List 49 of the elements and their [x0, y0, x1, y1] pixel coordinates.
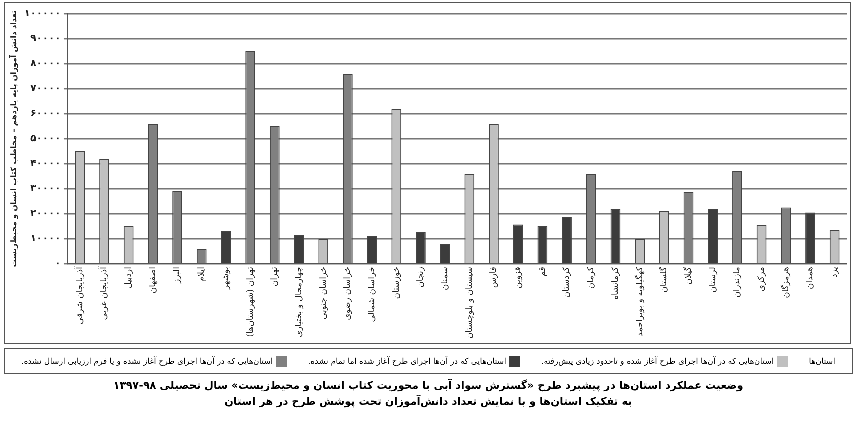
- x-tick-label: گلستان: [658, 266, 670, 293]
- x-tick-label: تهران: [270, 266, 280, 287]
- y-tick-label: ۵۰۰۰۰: [30, 134, 61, 145]
- x-tick-label: هرمزگان: [780, 267, 792, 298]
- y-tick-label: ۹۰۰۰۰: [30, 34, 61, 45]
- x-tick-label: خراسان جنوبی: [318, 267, 329, 320]
- x-tick-label: آذربایجان غربی: [98, 266, 110, 320]
- legend-title: استان‌ها: [809, 356, 836, 366]
- x-tick-label: خراسان رضوی: [343, 267, 354, 320]
- x-tick-label: سمنان: [440, 267, 451, 290]
- x-tick-label: خوزستان: [392, 267, 402, 300]
- x-tick-label: ایلام: [197, 267, 208, 282]
- x-tick-label: زنجان: [416, 267, 426, 288]
- x-tick-label: کهگیلویه و بویراحمد: [634, 266, 646, 337]
- y-tick-label: ۲۰۰۰۰: [30, 208, 61, 220]
- y-tick-label: ۰: [54, 258, 61, 270]
- x-tick-label: کرمانشاه: [610, 266, 621, 300]
- x-tick-label: مرکزی: [757, 267, 767, 292]
- legend-label: استان‌هایی که در آن‌ها اجرای طرح آغاز شده و تاحدود زیادی پیش‌رفته.: [542, 356, 774, 366]
- y-tick-label: ۴۰۰۰۰: [30, 158, 61, 170]
- x-tick-label: قم: [538, 267, 548, 277]
- x-tick-label: فارس: [489, 267, 500, 288]
- x-tick-label: سیستان و بلوچستان: [464, 267, 475, 340]
- x-tick-label: البرز: [172, 267, 183, 284]
- x-tick-label: مازندران: [732, 267, 743, 298]
- x-tick-label: قزوین: [514, 267, 524, 289]
- x-tick-label: کردستان: [562, 266, 572, 298]
- text: وضعیت عملکرد استان‌ها در پیشبرد طرح «گسترش سواد آبی با محوریت کتاب انسان و محیط‌زیست» سال تحصیلی ۹۸-۱۳۹۷: [112, 378, 745, 394]
- text: به تفکیک استان‌ها و با نمایش تعداد دانش‌آموزان تحت پوشش طرح در هر استان: [224, 394, 634, 410]
- x-tick-label: خراسان شمالی: [367, 267, 378, 322]
- x-tick-label: آذربایجان شرقی: [74, 266, 86, 325]
- y-tick-label: ۸۰۰۰۰: [30, 58, 61, 70]
- x-tick-label: اصفهان: [148, 267, 158, 294]
- x-tick-label: تهران (شهرستان‌ها): [246, 266, 256, 338]
- x-tick-label: لرستان: [708, 267, 718, 293]
- y-tick-label: ۷۰۰۰۰: [30, 84, 61, 95]
- y-tick-label: ۱۰۰۰۰: [30, 234, 61, 245]
- x-tick-label: بوشهر: [221, 267, 232, 291]
- x-tick-label: گیلان: [682, 266, 694, 285]
- legend-label: استان‌هایی که در آن‌ها اجرای طرح آغاز شده اما تمام نشده.: [308, 356, 506, 366]
- x-tick-label: اردبیل: [124, 267, 134, 289]
- x-tick-label: همدان: [806, 267, 816, 290]
- x-tick-label: یزد: [830, 266, 840, 278]
- x-tick-label: چهارمحال و بختیاری: [294, 267, 304, 338]
- x-tick-label: کرمان: [586, 266, 597, 290]
- y-tick-label: ۱۰۰۰۰۰: [24, 8, 61, 20]
- y-tick-label: ۶۰۰۰۰: [30, 108, 61, 120]
- legend-label: استان‌هایی که در آن‌ها اجرای طرح آغاز نشده و یا فرم ارزیابی ارسال نشده.: [22, 356, 274, 366]
- y-tick-label: ۳۰۰۰۰: [30, 184, 61, 195]
